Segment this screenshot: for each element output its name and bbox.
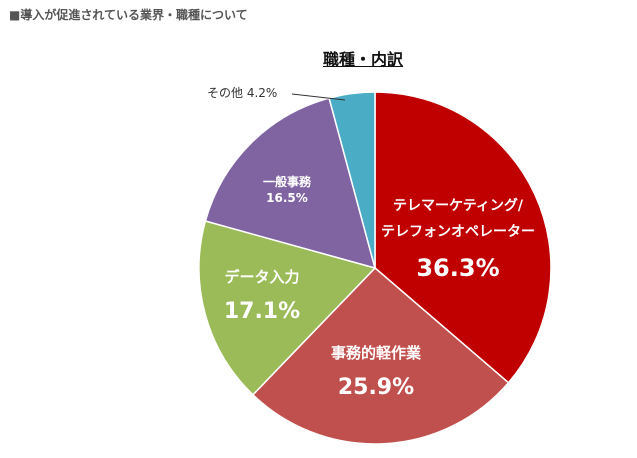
category-label: データ入力 xyxy=(224,268,299,286)
category-label: 事務的軽作業 xyxy=(331,344,422,362)
chart-title: 職種・内訳 xyxy=(323,50,404,69)
data-label: 25.9% xyxy=(338,375,414,400)
data-label: 36.3% xyxy=(416,254,499,282)
data-label: 16.5% xyxy=(266,191,308,205)
category-label: テレフォンオペレーター xyxy=(381,224,535,240)
leader-line xyxy=(291,93,346,101)
pie-slice xyxy=(374,91,552,384)
pie-slice xyxy=(204,97,377,270)
data-label: その他 4.2% xyxy=(207,86,277,100)
data-label: 17.1% xyxy=(224,299,300,324)
pie-slice xyxy=(198,220,377,396)
category-label: 一般事務 xyxy=(263,174,312,189)
category-label: テレマーケティング/ xyxy=(393,197,524,214)
page-heading: ■導入が促進されている業界・職種について xyxy=(9,8,248,22)
pie-slice xyxy=(251,266,510,445)
